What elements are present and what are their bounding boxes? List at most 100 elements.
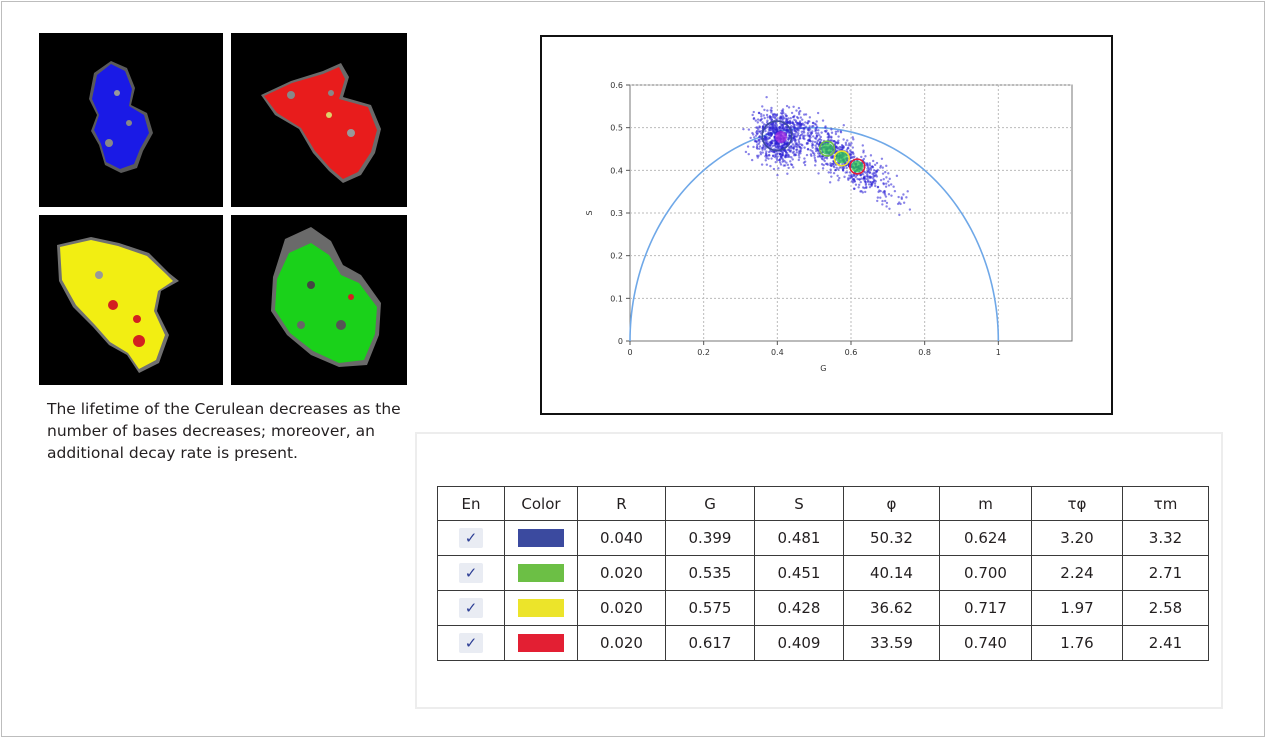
cluster-point <box>832 139 836 143</box>
enable-checkbox[interactable]: ✓ <box>459 598 483 618</box>
color-swatch[interactable] <box>518 564 564 583</box>
cluster-point <box>817 129 820 132</box>
cluster-point <box>810 125 814 128</box>
cluster-point <box>779 153 782 156</box>
cluster-point <box>783 127 786 131</box>
cluster-point <box>803 163 807 167</box>
cluster-point <box>789 160 792 163</box>
cluster-point <box>798 136 802 140</box>
color-swatch[interactable] <box>518 599 564 618</box>
color-swatch[interactable] <box>518 634 564 653</box>
cluster-point <box>878 189 881 192</box>
cluster-point <box>751 113 754 117</box>
cluster-point <box>786 136 790 139</box>
cluster-point <box>834 132 838 136</box>
cluster-point <box>758 140 761 143</box>
cluster-point <box>755 145 759 148</box>
cluster-point <box>796 128 799 131</box>
cluster-point <box>815 134 819 137</box>
enable-checkbox[interactable]: ✓ <box>459 563 483 583</box>
cluster-point <box>769 134 773 137</box>
table-row: ✓ 0.020 0.617 0.409 33.59 0.740 1.76 2.4… <box>437 625 1209 661</box>
cluster-point <box>819 135 823 139</box>
cluster-point <box>765 133 768 136</box>
cluster-point <box>789 117 792 120</box>
cluster-point <box>876 199 879 203</box>
cluster-point <box>778 126 782 130</box>
enable-checkbox[interactable]: ✓ <box>459 633 483 653</box>
x-axis-label: G <box>820 364 826 373</box>
cluster-point <box>900 197 903 201</box>
cluster-point <box>779 163 783 166</box>
cluster-point <box>767 131 770 134</box>
cluster-point <box>853 187 856 190</box>
cluster-point <box>849 144 852 147</box>
cluster-point <box>802 130 805 133</box>
cluster-point <box>847 146 850 150</box>
color-swatch[interactable] <box>518 529 564 548</box>
cluster-point <box>803 134 806 137</box>
cluster-point <box>873 179 876 182</box>
cell-image-yellow <box>39 215 223 385</box>
cluster-point <box>884 170 887 174</box>
cluster-point <box>860 155 863 159</box>
cluster-point <box>813 156 817 160</box>
cluster-point <box>890 194 893 197</box>
enable-checkbox[interactable]: ✓ <box>459 528 483 548</box>
cluster-point <box>768 125 771 129</box>
cell-r: 0.020 <box>577 555 666 591</box>
cluster-point <box>771 129 775 133</box>
cluster-point <box>884 185 888 188</box>
cluster-point <box>768 137 771 140</box>
cluster-point <box>767 150 771 154</box>
cluster-point <box>768 154 771 157</box>
cluster-point <box>765 121 769 124</box>
cell-phi: 33.59 <box>843 625 940 661</box>
cluster-point <box>875 170 878 173</box>
cluster-point <box>794 120 798 124</box>
cluster-point <box>784 113 787 116</box>
universal-circle <box>629 126 1000 342</box>
cell-s: 0.409 <box>754 625 844 661</box>
cluster-point <box>791 158 794 161</box>
cluster-point <box>793 126 796 129</box>
cluster-point <box>765 113 769 117</box>
cluster-point <box>830 139 834 142</box>
cluster-point <box>797 154 801 157</box>
cluster-point <box>760 115 763 118</box>
cluster-point <box>834 168 838 172</box>
cluster-point <box>857 186 860 189</box>
cluster-point <box>879 178 883 182</box>
cluster-point <box>872 177 875 180</box>
cluster-point <box>804 121 807 124</box>
cluster-point <box>781 108 785 111</box>
cluster-point <box>908 208 912 211</box>
cluster-point <box>797 111 801 114</box>
x-tick-label: 0 <box>627 348 632 357</box>
cluster-point <box>848 176 852 180</box>
cluster-point <box>787 148 791 152</box>
cluster-point <box>787 129 790 132</box>
cluster-point <box>797 138 800 141</box>
cluster-point <box>803 146 806 149</box>
cluster-point <box>862 157 866 161</box>
cluster-point <box>801 144 804 147</box>
cluster-point <box>804 113 808 116</box>
cluster-point <box>774 160 777 164</box>
cluster-point <box>869 154 873 157</box>
cluster-point <box>792 136 796 140</box>
cluster-point <box>858 178 861 181</box>
cluster-point <box>798 112 801 116</box>
cluster-point <box>775 157 778 160</box>
cluster-point <box>752 110 755 114</box>
cluster-point <box>876 196 880 199</box>
cluster-point <box>844 141 848 145</box>
cluster-point <box>882 182 886 186</box>
cluster-point <box>808 125 811 128</box>
cluster-point <box>816 142 819 146</box>
cell-s: 0.428 <box>754 590 844 626</box>
cell-g: 0.575 <box>665 590 755 626</box>
cluster-point <box>836 130 840 133</box>
cluster-point <box>781 157 784 160</box>
